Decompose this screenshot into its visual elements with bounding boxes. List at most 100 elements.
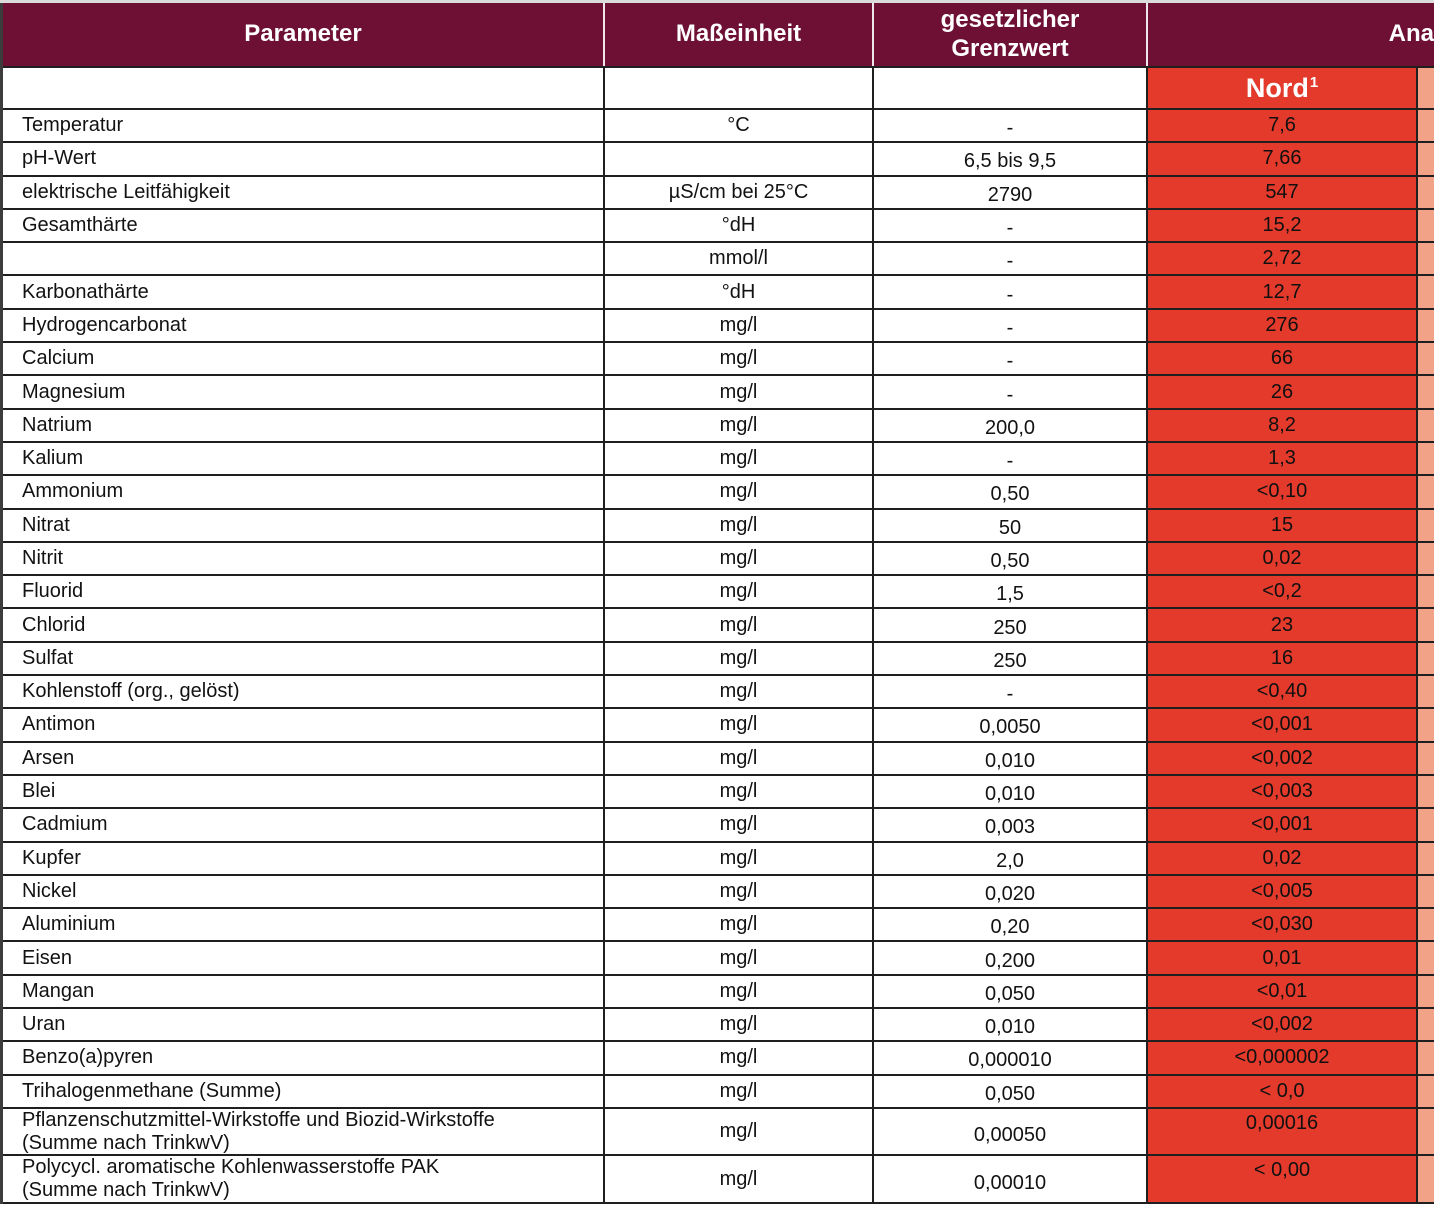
table-row: Kohlenstoff (org., gelöst) mg/l - <0,40: [3, 676, 1434, 710]
nord-value-cell: 66: [1148, 343, 1418, 375]
next-column-stub: [1418, 68, 1434, 108]
limit-cell: -: [874, 309, 1148, 342]
table-row: Natrium mg/l 200,0 8,2: [3, 409, 1434, 443]
next-col-stub: [1418, 343, 1434, 375]
nord-value-cell: 26: [1148, 376, 1418, 408]
header-parameter: Parameter: [3, 3, 605, 66]
limit-cell: -: [874, 110, 1148, 142]
unit-cell: mg/l: [605, 343, 874, 375]
unit-value: mg/l: [719, 746, 758, 769]
param-label: Karbonathärte: [22, 280, 149, 303]
unit-cell: mg/l: [605, 1009, 874, 1041]
site-header-row: Nord 1: [3, 68, 1434, 110]
param-cell: Kupfer: [3, 842, 605, 874]
limit-cell: 50: [874, 509, 1148, 541]
next-col-stub: [1418, 209, 1434, 242]
table-row: Aluminium mg/l 0,20 <0,030: [3, 909, 1434, 943]
param-cell: Uran: [3, 1009, 605, 1041]
unit-cell: mg/l: [605, 676, 874, 708]
limit-value: 1,5: [996, 583, 1024, 606]
limit-cell: 0,010: [874, 742, 1148, 774]
unit-cell: mg/l: [605, 409, 874, 441]
table-row: pH-Wert 6,5 bis 9,5 7,66: [3, 143, 1434, 177]
param-cell: Cadmium: [3, 809, 605, 841]
unit-value: mg/l: [719, 646, 758, 669]
nord-value-cell: <0,002: [1148, 742, 1418, 774]
limit-cell: -: [874, 376, 1148, 408]
param-cell: Kalium: [3, 442, 605, 475]
limit-cell: -: [874, 676, 1148, 708]
param-label: Antimon: [22, 713, 96, 736]
limit-cell: 0,010: [874, 775, 1148, 808]
param-label: pH-Wert: [22, 147, 97, 170]
param-cell: Temperatur: [3, 110, 605, 142]
table-row: Calcium mg/l - 66: [3, 343, 1434, 377]
unit-value: mg/l: [719, 1120, 758, 1143]
nord-value: 23: [1270, 613, 1294, 636]
limit-cell: 0,20: [874, 909, 1148, 941]
unit-value: °dH: [721, 280, 756, 303]
unit-value: mg/l: [719, 380, 758, 403]
param-cell: Arsen: [3, 742, 605, 774]
nord-value-cell: 276: [1148, 309, 1418, 342]
unit-cell: mg/l: [605, 842, 874, 874]
unit-value: mg/l: [719, 447, 758, 470]
limit-value: 0,050: [984, 982, 1036, 1005]
unit-cell: mg/l: [605, 1075, 874, 1107]
param-cell: Hydrogencarbonat: [3, 309, 605, 342]
nord-value: <0,002: [1251, 1013, 1313, 1036]
nord-value-cell: 0,02: [1148, 842, 1418, 874]
param-cell: Trihalogenmethane (Summe): [3, 1075, 605, 1107]
nord-value: 12,7: [1262, 280, 1302, 303]
table-row: Kupfer mg/l 2,0 0,02: [3, 842, 1434, 876]
next-col-stub: [1418, 709, 1434, 741]
unit-cell: mg/l: [605, 742, 874, 774]
limit-value: 0,010: [984, 1016, 1036, 1039]
next-col-stub: [1418, 909, 1434, 941]
param-cell: Nitrat: [3, 509, 605, 541]
nord-value: 0,02: [1262, 547, 1302, 569]
param-cell: pH-Wert: [3, 143, 605, 175]
next-col-stub: [1418, 809, 1434, 841]
table-row: Nitrat mg/l 50 15: [3, 509, 1434, 543]
param-label: Kupfer: [22, 846, 81, 869]
limit-value: -: [1006, 383, 1014, 406]
nord-value-cell: < 0,00: [1148, 1156, 1418, 1202]
limit-value: -: [1006, 117, 1014, 140]
limit-cell: 0,020: [874, 875, 1148, 908]
limit-cell: 0,003: [874, 809, 1148, 841]
nord-value-cell: 0,02: [1148, 542, 1418, 575]
nord-value-cell: <0,000002: [1148, 1042, 1418, 1074]
param-label: Cadmium: [22, 813, 108, 836]
unit-value: mg/l: [719, 813, 758, 836]
limit-cell: 0,0050: [874, 709, 1148, 741]
unit-cell: mmol/l: [605, 243, 874, 275]
nord-value: <0,001: [1251, 813, 1313, 836]
unit-value: mg/l: [719, 780, 758, 803]
nord-value: 1,3: [1268, 447, 1296, 470]
unit-value: mg/l: [719, 613, 758, 636]
table-row: Sulfat mg/l 250 16: [3, 642, 1434, 677]
nord-value: <0,001: [1251, 713, 1313, 736]
param-cell: Eisen: [3, 942, 605, 974]
param-label: Eisen: [22, 946, 73, 969]
nord-value: 0,02: [1262, 846, 1302, 869]
unit-cell: [605, 143, 874, 175]
next-col-stub: [1418, 875, 1434, 908]
unit-cell: mg/l: [605, 476, 874, 508]
param-label: elektrische Leitfähigkeit: [22, 180, 230, 203]
nord-value-cell: 23: [1148, 609, 1418, 641]
limit-value: 2,0: [996, 849, 1024, 872]
limit-value: -: [1006, 217, 1014, 240]
nord-value: 0,01: [1262, 946, 1302, 969]
empty-header-cell: [874, 68, 1148, 108]
limit-value: 250: [993, 649, 1027, 672]
table-row: Ammonium mg/l 0,50 <0,10: [3, 476, 1434, 510]
limit-value: 0,003: [984, 816, 1036, 839]
nord-value-cell: <0,030: [1148, 909, 1418, 941]
unit-cell: mg/l: [605, 1108, 874, 1155]
limit-value: 0,00010: [973, 1171, 1047, 1194]
header-limit-label: gesetzlicher Grenzwert: [940, 6, 1080, 62]
param-cell: Natrium: [3, 409, 605, 441]
next-col-stub: [1418, 576, 1434, 608]
